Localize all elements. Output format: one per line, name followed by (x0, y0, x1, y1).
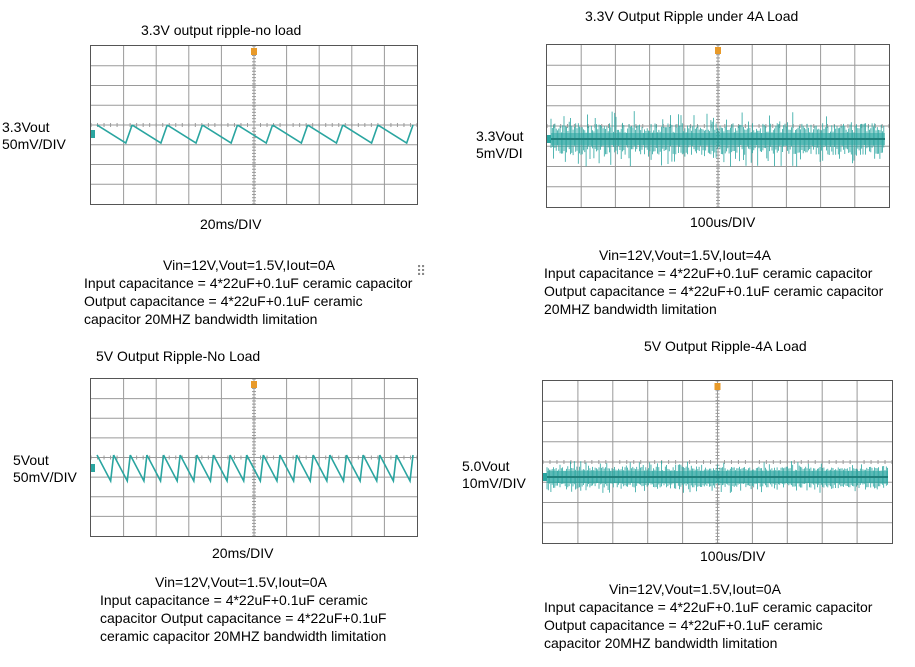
panel-4-y-label: 5.0Vout 10mV/DIV (462, 458, 526, 491)
channel-marker-icon (91, 130, 95, 138)
panel-3-cond-line1: Vin=12V,Vout=1.5V,Iout=0A (155, 574, 327, 590)
panel-3-x-label: 20ms/DIV (212, 545, 274, 561)
panel-2-scope (546, 44, 890, 208)
scope-grid (91, 379, 417, 536)
panel-2-y-label: 3.3Vout 5mV/DI (476, 128, 524, 161)
scope-grid (543, 381, 892, 543)
panel-3-y-label: 5Vout 50mV/DIV (13, 452, 77, 485)
panel-2-cond-body: Input capacitance = 4*22uF+0.1uF ceramic… (544, 265, 884, 317)
panel-4-cond-body: Input capacitance = 4*22uF+0.1uF ceramic… (544, 599, 873, 651)
panel-2-title: 3.3V Output Ripple under 4A Load (585, 8, 799, 24)
trigger-marker-icon (251, 381, 257, 388)
channel-marker-icon (547, 135, 551, 143)
panel-4-scope (542, 380, 893, 544)
panel-1-cond-body: Input capacitance = 4*22uF+0.1uF ceramic… (84, 275, 413, 327)
scope-grid (91, 46, 417, 204)
trigger-marker-icon (715, 47, 721, 54)
trigger-marker-icon (251, 48, 257, 55)
ripple-trace (96, 124, 414, 145)
panel-4-conditions: Vin=12V,Vout=1.5V,Iout=0A Input capacita… (544, 580, 874, 652)
panel-3-scope (90, 378, 418, 537)
panel-1-scope (90, 45, 418, 205)
panel-1-title: 3.3V output ripple-no load (141, 22, 302, 38)
panel-1-x-label: 20ms/DIV (200, 216, 262, 232)
panel-2-x-label: 100us/DIV (690, 214, 756, 230)
panel-3-cond-body: Input capacitance = 4*22uF+0.1uF ceramic… (100, 592, 387, 644)
panel-1-y-label: 3.3Vout 50mV/DIV (2, 119, 66, 152)
panel-1-conditions: Vin=12V,Vout=1.5V,Iout=0A Input capacita… (84, 256, 414, 328)
panel-4-cond-line1: Vin=12V,Vout=1.5V,Iout=0A (609, 581, 781, 597)
panel-4-title: 5V Output Ripple-4A Load (644, 338, 807, 354)
ripple-trace (96, 454, 414, 484)
panel-3-conditions: Vin=12V,Vout=1.5V,Iout=0A Input capacita… (100, 573, 410, 645)
panel-2-conditions: Vin=12V,Vout=1.5V,Iout=4A Input capacita… (544, 246, 914, 318)
channel-marker-icon (91, 464, 95, 472)
noise-trace (550, 111, 885, 167)
scope-grid (547, 45, 889, 207)
trigger-marker-icon (714, 383, 721, 390)
drag-handle-icon[interactable]: ⠿ (416, 263, 428, 279)
panel-3-title: 5V Output Ripple-No Load (96, 348, 261, 364)
panel-1-cond-line1: Vin=12V,Vout=1.5V,Iout=0A (163, 257, 335, 273)
panel-2-cond-line1: Vin=12V,Vout=1.5V,Iout=4A (599, 247, 771, 263)
panel-4-x-label: 100us/DIV (700, 548, 766, 564)
channel-marker-icon (543, 473, 547, 481)
